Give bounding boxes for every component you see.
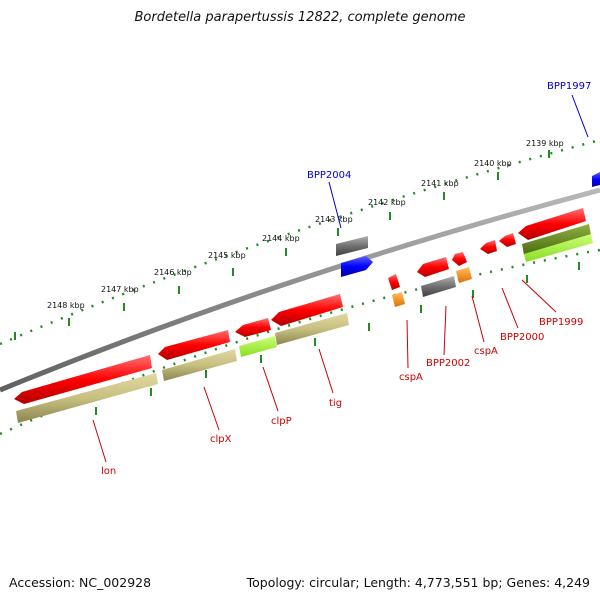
tick-mark [123,303,125,311]
leader-clpx [203,386,220,431]
tick-mark [314,338,316,346]
band-clpp-lime[interactable] [239,336,277,357]
gene-label-bpp2004[interactable]: BPP2004 [307,170,351,181]
tick-mark [178,286,180,294]
cds-tig[interactable] [271,294,343,326]
tick-mark [578,262,580,270]
tick-mark [285,248,287,256]
reverse-cds [14,208,586,404]
leader-bpp2002 [443,305,447,356]
tick-mark [337,228,339,236]
tick-mark [497,172,499,180]
leader-clpp [262,366,279,412]
gene-label-bpp2002[interactable]: BPP2002 [426,358,470,369]
cds-cspa-1[interactable] [388,274,400,290]
band-cspa2-orange[interactable] [456,267,472,283]
forward-features [336,172,600,277]
tick-label: 2145 kbp [208,251,246,260]
cds-bpp2000[interactable] [480,240,497,254]
tick-mark [68,318,70,326]
tick-label: 2140 kbp [474,159,512,168]
tick-label: 2142 kbp [368,198,406,207]
gene-label-lon[interactable]: lon [101,466,116,477]
tick-mark [443,192,445,200]
band-bpp1999-olive[interactable] [522,224,591,255]
tick-mark [420,305,422,313]
feature-bpp2004-gray[interactable] [336,236,368,256]
cds-clpp[interactable] [235,318,271,337]
tick-mark [368,323,370,331]
cds-lon[interactable] [14,355,152,404]
tick-mark [548,150,550,158]
tick-mark [95,407,97,415]
gene-label-bpp2000[interactable]: BPP2000 [500,332,544,343]
gene-label-clpx[interactable]: clpX [210,434,232,445]
gene-label-bpp1997[interactable]: BPP1997 [547,81,591,92]
label-leaders [92,94,589,463]
tick-mark [260,355,262,363]
tick-mark [389,212,391,220]
band-tig-khaki[interactable] [275,313,349,345]
map-title: Bordetella parapertussis 12822, complete… [134,10,466,25]
tick-mark [205,370,207,378]
ruler-tick-labels: 2139 kbp 2140 kbp 2141 kbp 2142 kbp 2143… [47,139,564,310]
leader-cspa-2 [471,295,485,343]
secondary-features [16,224,593,423]
leader-cspa-1 [406,319,409,369]
ruler-ticks [14,150,580,415]
cds-cspa-2[interactable] [452,252,467,266]
leader-bpp1997 [571,94,589,138]
genome-backbone [0,187,600,393]
band-bpp1999-lime[interactable] [524,234,593,262]
gene-label-cspa-1[interactable]: cspA [399,372,423,383]
cds-clpx[interactable] [158,330,230,360]
leader-tig [318,348,334,394]
gene-label-tig[interactable]: tig [329,398,342,409]
leader-bpp2000 [501,287,519,329]
tick-mark [14,332,16,340]
band-bpp2002-gray[interactable] [421,276,456,297]
feature-bpp1997-blue[interactable] [592,172,600,187]
tick-label: 2139 kbp [526,139,564,148]
tick-label: 2141 kbp [421,179,459,188]
cds-bpp1999[interactable] [518,208,586,240]
tick-mark [232,268,234,276]
leader-bpp1999 [521,279,557,313]
band-cspa-orange[interactable] [392,292,405,307]
tick-mark [150,388,152,396]
leader-lon [92,419,107,463]
accession-text: Accession: NC_002928 [9,575,152,590]
band-clpx-khaki[interactable] [162,349,237,381]
tick-label: 2146 kbp [154,268,192,277]
gene-label-clpp[interactable]: clpP [271,416,292,427]
gene-labels: BPP1997 BPP2004 BPP1999 BPP2000 cspA BPP… [101,81,591,477]
tick-mark [526,275,528,283]
gene-label-cspa-2[interactable]: cspA [474,346,498,357]
leader-bpp2004 [328,181,342,229]
cds-bpp2002[interactable] [417,257,449,277]
tick-label: 2148 kbp [47,301,85,310]
genome-summary-text: Topology: circular; Length: 4,773,551 bp… [246,575,590,590]
tick-mark [472,290,474,298]
gene-label-bpp1999[interactable]: BPP1999 [539,317,583,328]
band-lon-khaki[interactable] [16,373,158,423]
tick-label: 2147 kbp [101,285,139,294]
tick-label: 2143 kbp [315,215,353,224]
cds-bpp2000b[interactable] [499,233,516,247]
feature-bpp2004-blue[interactable] [341,256,373,277]
tick-label: 2144 kbp [262,234,300,243]
